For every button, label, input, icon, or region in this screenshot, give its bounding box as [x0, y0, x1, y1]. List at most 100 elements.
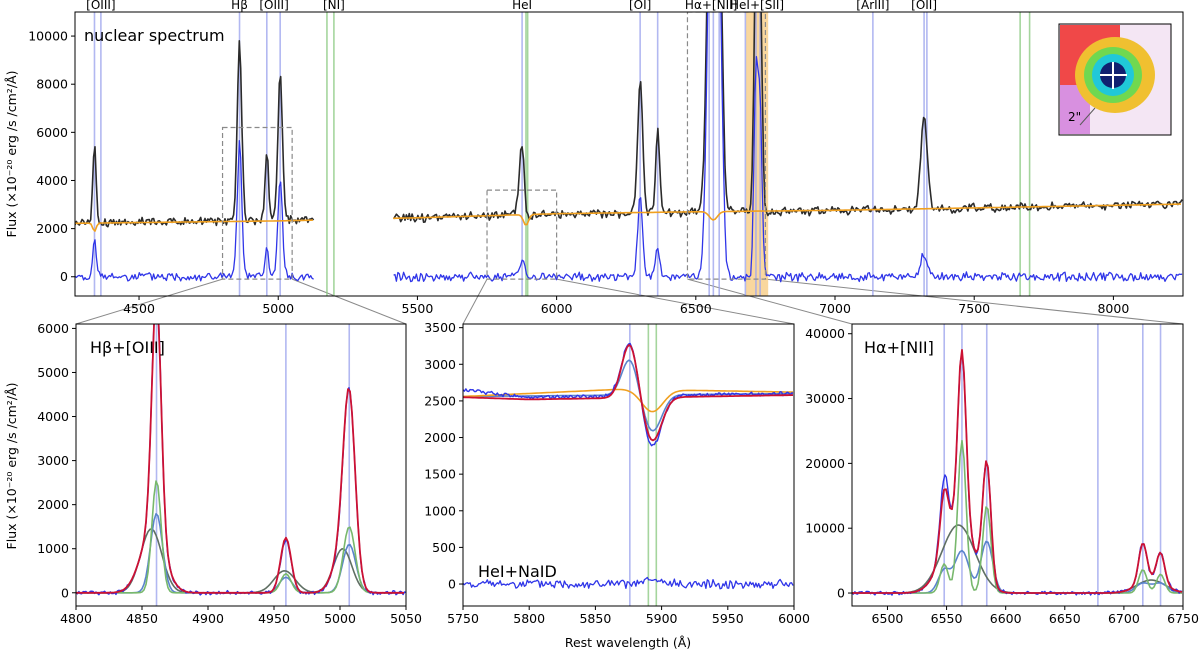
hbeta-zoom-panel: 4800 4850 4900 4950 5000 5050 0 1000 2000 3000 40…	[4, 321, 422, 626]
x-tick-label: 8000	[1097, 301, 1129, 316]
x-tick-label: 5900	[646, 611, 678, 626]
x-tick-label: 6700	[1108, 611, 1140, 626]
line-label: [NI]	[323, 0, 345, 12]
y-tick-label: 0	[60, 269, 68, 284]
line-label: HeI+[SII]	[730, 0, 784, 12]
line-label: [OI]	[629, 0, 651, 12]
series-total-line	[76, 324, 404, 594]
y-tick-label: 0	[448, 577, 456, 592]
x-tick-label: 6650	[1049, 611, 1081, 626]
halpha-panel-title: Hα+[NII]	[864, 338, 934, 357]
zoom-box	[486, 189, 558, 280]
y-tick-label: 4000	[37, 409, 69, 424]
x-tick-label: 6500	[680, 301, 712, 316]
line-label: [OIII]	[259, 0, 288, 12]
x-tick-label: 5850	[579, 611, 611, 626]
hbeta-axes-frame	[75, 323, 407, 607]
series-continuum-model-line	[75, 203, 1181, 232]
y-tick-label: 2000	[37, 497, 69, 512]
x-tick-label: 5000	[324, 611, 356, 626]
zoom-connector	[462, 278, 488, 325]
nuclear-image-inset: 2"	[1058, 23, 1172, 136]
y-tick-label: 3500	[424, 320, 456, 335]
x-tick-label: 6000	[541, 301, 573, 316]
nad-zoom-panel: 5750 5800 5850 5900 5950 6000 0 500 1000 1500 200…	[424, 320, 810, 650]
x-tick-label: 6500	[872, 611, 904, 626]
zoom-box	[221, 126, 293, 280]
y-tick-label: 20000	[805, 456, 845, 471]
y-tick-label: 40000	[805, 326, 845, 341]
x-tick-label: 4800	[60, 611, 92, 626]
y-tick-label: 10000	[28, 29, 68, 44]
series-total-line	[852, 349, 1183, 594]
x-tick-label: 5000	[262, 301, 294, 316]
y-tick-label: 6000	[36, 125, 68, 140]
y-tick-label: 30000	[805, 391, 845, 406]
y-tick-label: 2000	[424, 430, 456, 445]
x-tick-label: 5050	[390, 611, 422, 626]
x-tick-label: 6600	[990, 611, 1022, 626]
y-tick-label: 500	[432, 540, 456, 555]
zoom-box	[686, 12, 767, 280]
inset-scale-label: 2"	[1068, 110, 1081, 124]
x-axis-label: Rest wavelength (Å)	[565, 635, 691, 650]
nad-axes-frame	[462, 323, 795, 607]
line-label: Hα+[NII]	[685, 0, 737, 12]
x-tick-label: 5800	[513, 611, 545, 626]
series-residual-line	[463, 576, 794, 590]
y-tick-label: 0	[837, 586, 845, 601]
main-axes-frame	[74, 11, 1184, 297]
line-label: [ArIII]	[856, 0, 889, 12]
series-residual-line	[75, 12, 1183, 283]
x-tick-label: 4950	[258, 611, 290, 626]
y-tick-label: 8000	[36, 77, 68, 92]
y-tick-label: 0	[61, 585, 69, 600]
zoom-connector	[291, 278, 407, 325]
hbeta-y-axis-label: Flux (×10⁻²⁰ erg /s /cm²/Å)	[4, 383, 19, 550]
zoom-connector-lines	[75, 278, 1184, 325]
x-tick-label: 5950	[712, 611, 744, 626]
y-tick-label: 1000	[424, 503, 456, 518]
y-tick-label: 6000	[37, 321, 69, 336]
x-tick-label: 5750	[447, 611, 479, 626]
zoom-connector	[765, 278, 1184, 325]
y-tick-label: 2500	[424, 393, 456, 408]
x-tick-label: 7500	[958, 301, 990, 316]
series-continuum-model-line	[463, 388, 793, 413]
x-tick-label: 7000	[819, 301, 851, 316]
hbeta-panel-title: Hβ+[OIII]	[90, 338, 165, 357]
x-tick-label: 6750	[1167, 611, 1199, 626]
nad-panel-title: HeI+NaID	[478, 562, 557, 581]
main-y-axis-label: Flux (×10⁻²⁰ erg /s /cm²/Å)	[4, 71, 19, 238]
x-tick-label: 4850	[126, 611, 158, 626]
main-panel-title: nuclear spectrum	[84, 26, 225, 45]
y-tick-label: 1500	[424, 467, 456, 482]
zoom-connector	[556, 278, 795, 325]
zoom-connector	[75, 278, 223, 325]
series-data-line	[852, 353, 1183, 596]
y-tick-label: 3000	[424, 357, 456, 372]
line-label: [OIII]	[86, 0, 115, 12]
main-spectrum-panel: 4500 5000 5500 6000 6500 7000 7500 8000 0 2000 40…	[4, 0, 1184, 316]
halpha-axes-frame	[851, 323, 1184, 607]
line-label: Hβ	[231, 0, 248, 12]
x-tick-label: 4500	[123, 301, 155, 316]
y-tick-label: 10000	[805, 521, 845, 536]
x-tick-label: 6000	[778, 611, 810, 626]
line-label: [OII]	[911, 0, 937, 12]
series-broad-line	[852, 524, 1183, 594]
inset-scale-bar	[1079, 107, 1096, 126]
y-tick-label: 5000	[37, 365, 69, 380]
y-tick-label: 2000	[36, 221, 68, 236]
series-total-line	[463, 344, 793, 442]
y-tick-label: 1000	[37, 541, 69, 556]
y-tick-label: 3000	[37, 453, 69, 468]
halpha-zoom-panel: 6500 6550 6600 6650 6700 6750 0 10000 20000 3000…	[805, 323, 1199, 626]
zoom-connector	[687, 278, 853, 325]
line-label: HeI	[512, 0, 532, 12]
series-narrow-line	[852, 439, 1182, 594]
x-tick-label: 4900	[192, 611, 224, 626]
y-tick-label: 4000	[36, 173, 68, 188]
